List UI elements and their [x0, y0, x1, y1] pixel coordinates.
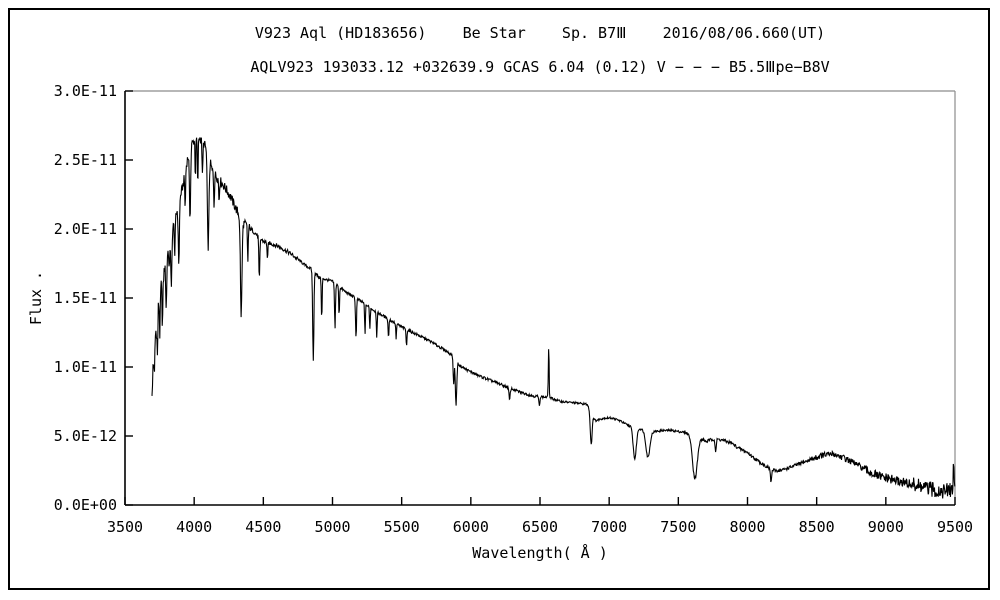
- x-tick-label: 9000: [868, 518, 904, 536]
- spectrum-line: [151, 137, 956, 499]
- y-tick-label: 1.5E-11: [54, 289, 117, 307]
- x-axis-label: Wavelength( Å ): [472, 544, 608, 562]
- y-tick-label: 5.0E-12: [54, 427, 117, 445]
- chart-title-line2: AQLV923 193033.12 +032639.9 GCAS 6.04 (0…: [250, 58, 830, 76]
- y-tick-label: 3.0E-11: [54, 82, 117, 100]
- y-tick-label: 2.0E-11: [54, 220, 117, 238]
- x-tick-label: 5500: [384, 518, 420, 536]
- x-tick-label: 4000: [176, 518, 212, 536]
- y-tick-label: 2.5E-11: [54, 151, 117, 169]
- x-tick-label: 7000: [591, 518, 627, 536]
- chart-title-line1: V923 Aql (HD183656) Be Star Sp. B7Ⅲ 2016…: [254, 24, 826, 42]
- y-tick-label: 1.0E-11: [54, 358, 117, 376]
- x-tick-label: 8500: [799, 518, 835, 536]
- y-tick-label: 0.0E+00: [54, 496, 117, 514]
- x-tick-label: 6000: [453, 518, 489, 536]
- x-tick-label: 5000: [314, 518, 350, 536]
- x-tick-label: 8000: [729, 518, 765, 536]
- x-tick-label: 7500: [660, 518, 696, 536]
- x-tick-label: 3500: [107, 518, 143, 536]
- x-tick-label: 6500: [522, 518, 558, 536]
- x-tick-label: 9500: [937, 518, 973, 536]
- figure-border: [8, 8, 990, 590]
- x-tick-label: 4500: [245, 518, 281, 536]
